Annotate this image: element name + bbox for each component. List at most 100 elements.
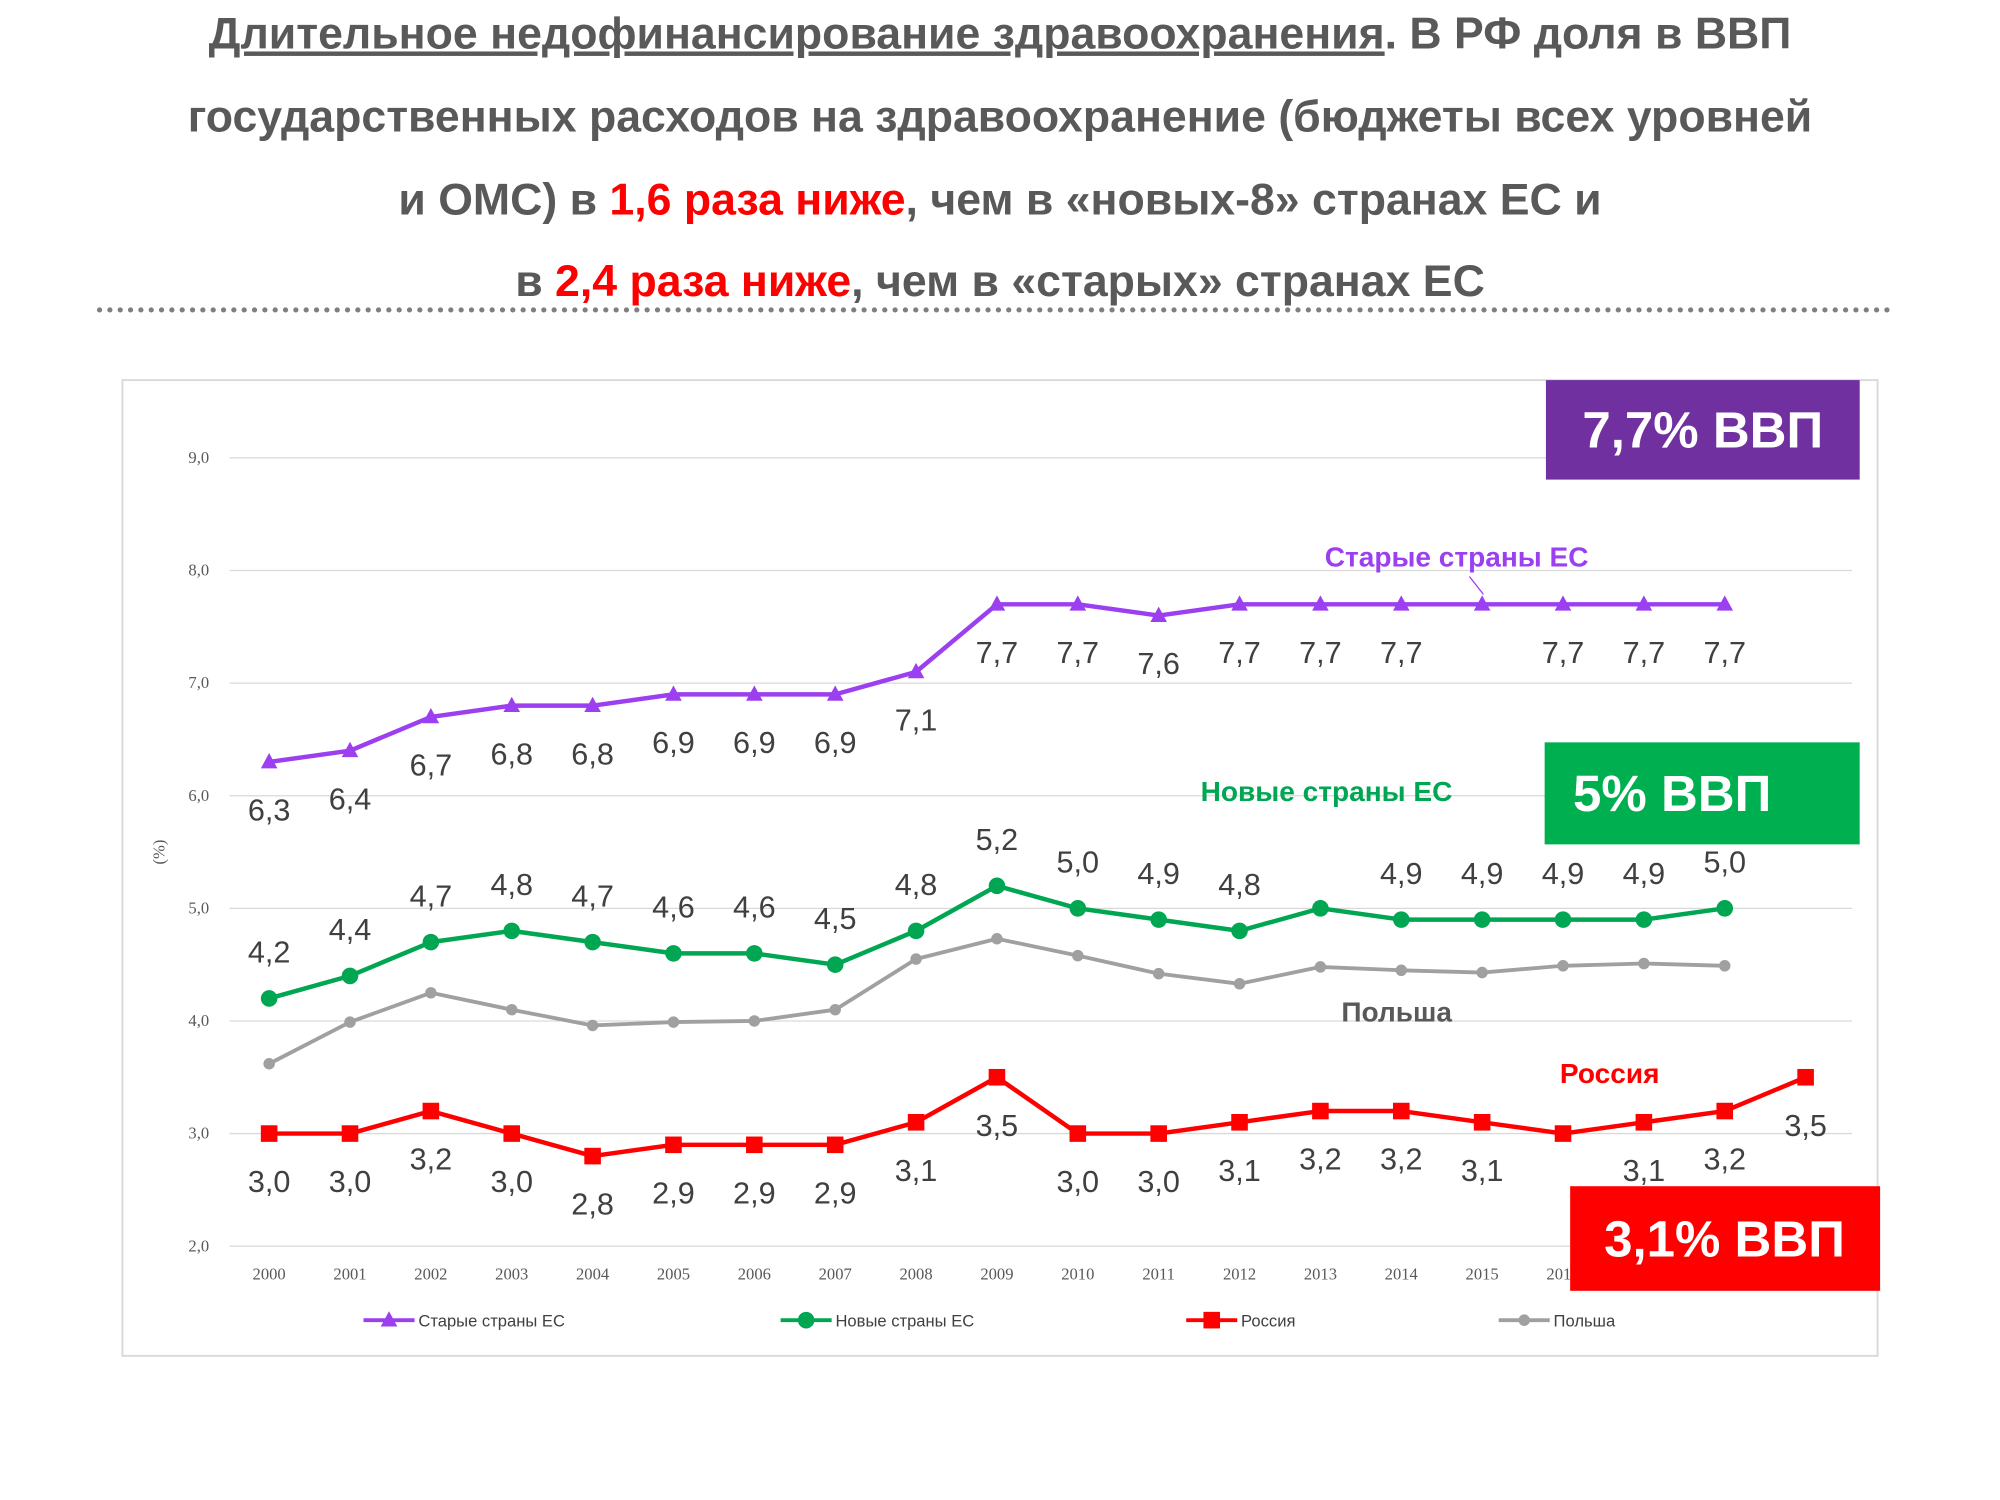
callout-box — [1544, 742, 1860, 845]
title-line: Длительное недофинансирование здравоохра… — [209, 9, 1792, 58]
legend-item: Польша — [1498, 1312, 1616, 1331]
point — [503, 1125, 521, 1142]
point — [748, 1015, 761, 1027]
point — [907, 662, 925, 679]
legend-label: Старые страны ЕС — [418, 1312, 565, 1331]
data-label: 3,0 — [329, 1165, 372, 1199]
series-annotation: Россия — [1560, 1058, 1660, 1089]
x-tick-label: 2004 — [576, 1264, 610, 1283]
series-annotation: Новые страны ЕС — [1201, 776, 1453, 807]
callout-box — [1545, 380, 1860, 480]
point — [1554, 1125, 1572, 1142]
callout-box — [1570, 1186, 1881, 1291]
annotation-leader — [1468, 576, 1484, 595]
point — [746, 685, 763, 701]
y-tick-label: 5,0 — [188, 898, 209, 917]
point — [344, 1016, 356, 1028]
point — [1554, 911, 1572, 928]
data-label: 7,7 — [1299, 636, 1342, 670]
title-part: Длительное недофинансирование здравоохра… — [209, 9, 1385, 58]
data-label: 7,7 — [1218, 636, 1261, 670]
data-label: 7,7 — [1380, 636, 1423, 670]
point — [584, 696, 601, 713]
point — [1150, 606, 1167, 622]
x-tick-label: 2014 — [1385, 1264, 1419, 1283]
point — [503, 696, 521, 713]
data-label: 4,6 — [652, 891, 695, 925]
x-tick-label: 2008 — [899, 1264, 932, 1283]
point — [1719, 960, 1731, 972]
point — [1473, 595, 1491, 611]
x-tick-label: 2005 — [657, 1264, 690, 1283]
callout-text: 5% ВВП — [1573, 765, 1771, 822]
point — [988, 1068, 1006, 1086]
point — [1072, 949, 1084, 962]
data-label: 2,8 — [571, 1188, 614, 1222]
data-label: 3,2 — [1703, 1143, 1746, 1177]
title-part: государственных расходов на здравоохране… — [188, 92, 1812, 141]
x-tick-label: 2002 — [414, 1264, 447, 1283]
point — [260, 753, 278, 769]
point — [1150, 1125, 1167, 1142]
data-label: 3,1 — [895, 1154, 938, 1188]
title-part: и ОМС) в — [398, 175, 609, 224]
x-tick-label: 2013 — [1304, 1264, 1337, 1283]
legend-item: Новые страны ЕС — [780, 1312, 974, 1331]
x-tick-label: 2001 — [333, 1264, 366, 1283]
data-label: 3,0 — [1057, 1165, 1100, 1199]
data-label: 3,0 — [248, 1165, 291, 1199]
point — [341, 741, 359, 758]
point — [1554, 595, 1572, 611]
data-label: 2,9 — [733, 1176, 776, 1210]
y-tick-label: 8,0 — [188, 561, 209, 580]
data-label: 6,4 — [329, 782, 372, 816]
title-part: , чем в «новых-8» странах ЕС и — [906, 175, 1602, 224]
point — [988, 595, 1006, 611]
data-label: 4,5 — [814, 902, 857, 936]
data-label: 4,2 — [248, 936, 291, 970]
data-label: 6,9 — [652, 726, 695, 760]
data-label: 4,9 — [1542, 857, 1585, 891]
legend-item: Старые страны ЕС — [363, 1311, 565, 1331]
point — [1231, 1114, 1248, 1131]
data-label: 4,8 — [490, 868, 533, 902]
point — [1231, 922, 1248, 940]
data-label: 4,7 — [571, 879, 614, 913]
data-label: 4,4 — [329, 913, 372, 947]
title-part: , чем в «старых» странах ЕС — [851, 257, 1485, 306]
point — [1069, 595, 1087, 611]
point — [425, 987, 437, 999]
data-label: 7,7 — [976, 636, 1019, 670]
point — [988, 877, 1006, 895]
y-tick-label: 9,0 — [188, 448, 209, 467]
title-line: в 2,4 раза ниже, чем в «старых» странах … — [515, 257, 1485, 306]
y-axis-label: (%) — [150, 840, 169, 865]
legend-item: Россия — [1186, 1312, 1295, 1331]
point — [1312, 900, 1329, 917]
data-label: 6,9 — [733, 726, 776, 760]
point — [1233, 978, 1246, 990]
data-label: 4,9 — [1380, 857, 1423, 891]
legend-marker — [1518, 1314, 1530, 1326]
data-label: 7,7 — [1057, 636, 1100, 670]
data-label: 3,1 — [1623, 1154, 1666, 1188]
data-label: 3,2 — [410, 1143, 453, 1177]
data-label: 3,0 — [1137, 1165, 1180, 1199]
data-label: 7,7 — [1623, 636, 1666, 670]
data-label: 7,1 — [895, 704, 938, 738]
data-label: 5,0 — [1703, 846, 1746, 880]
data-label: 3,2 — [1380, 1143, 1423, 1177]
point — [503, 922, 521, 940]
point — [1716, 900, 1734, 917]
data-label: 3,5 — [976, 1109, 1019, 1143]
y-tick-label: 7,0 — [188, 673, 209, 692]
x-tick-label: 2006 — [738, 1264, 771, 1283]
data-label: 4,8 — [895, 868, 938, 902]
point — [505, 1003, 518, 1016]
data-label: 7,6 — [1137, 647, 1180, 681]
data-label: 2,9 — [652, 1176, 695, 1210]
point — [1557, 960, 1569, 972]
series-line — [269, 1075, 1807, 1159]
point — [422, 1102, 440, 1120]
point — [826, 956, 844, 973]
